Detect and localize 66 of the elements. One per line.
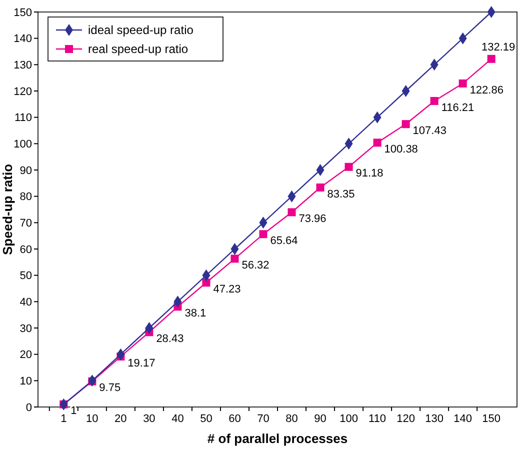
data-label: 83.35 [327, 188, 355, 200]
point [458, 79, 467, 88]
x-tick-label: 20 [114, 413, 127, 425]
data-label: 65.64 [270, 235, 298, 247]
point [344, 162, 353, 171]
point [230, 243, 239, 255]
point [230, 254, 239, 263]
data-label: 100.38 [384, 144, 418, 156]
data-label: 132.19 [482, 42, 516, 54]
x-tick-label: 30 [143, 413, 156, 425]
data-label: 28.43 [156, 332, 184, 345]
y-tick-label: 80 [20, 191, 32, 204]
y-tick-label: 90 [20, 164, 32, 177]
y-tick-label: 10 [20, 376, 32, 388]
point [316, 164, 324, 176]
data-label: 73.96 [298, 213, 326, 226]
data-label: 116.21 [441, 102, 474, 114]
data-label: 91.18 [356, 168, 384, 180]
x-tick-label: 140 [454, 413, 472, 425]
point [402, 85, 410, 97]
x-tick-label: 150 [482, 413, 501, 425]
y-tick-label: 120 [14, 86, 32, 98]
point [288, 208, 296, 216]
y-tick-label: 100 [14, 138, 32, 151]
data-label: 122.86 [470, 84, 504, 96]
x-tick-label: 110 [368, 413, 386, 425]
point [145, 322, 154, 334]
point [487, 6, 496, 18]
x-tick-label: 60 [228, 413, 241, 425]
x-tick-label: 10 [86, 413, 98, 425]
x-tick-label: 120 [396, 413, 415, 425]
x-tick-label: 80 [286, 413, 298, 425]
x-tick-label: 100 [340, 413, 358, 425]
data-label: 107.43 [412, 124, 446, 137]
legend-label: real speed-up ratio [88, 42, 188, 56]
x-tick-label: 70 [257, 413, 270, 425]
data-label: 47.23 [213, 283, 241, 296]
x-tick-label: 130 [425, 413, 444, 425]
y-tick-label: 130 [14, 60, 32, 72]
y-tick-label: 70 [20, 218, 32, 230]
point [402, 120, 410, 128]
x-tick-label: 1 [60, 413, 67, 425]
y-tick-label: 140 [14, 33, 32, 46]
y-tick-label: 0 [26, 402, 32, 414]
point [430, 96, 438, 105]
y-tick-label: 150 [14, 6, 32, 19]
data-label: 19.17 [128, 357, 156, 370]
point [259, 230, 268, 238]
point [487, 54, 496, 63]
data-label: 38.1 [184, 308, 206, 320]
y-tick-label: 40 [20, 296, 32, 309]
point [316, 184, 324, 192]
y-tick-label: 60 [20, 244, 32, 256]
y-tick-label: 110 [14, 112, 32, 124]
x-tick-label: 90 [314, 413, 326, 425]
y-tick-label: 50 [20, 270, 32, 282]
data-label: 9.75 [99, 382, 121, 394]
legend-label: ideal speed-up ratio [88, 23, 194, 38]
data-label: 56.32 [242, 260, 270, 272]
y-axis-title: Speed-up ratio [0, 164, 15, 256]
x-tick-label: 50 [200, 413, 212, 425]
x-tick-label: 40 [172, 413, 184, 425]
y-tick-label: 30 [20, 322, 32, 335]
y-tick-label: 20 [20, 349, 32, 362]
point [373, 138, 382, 147]
x-axis-title: # of parallel processes [207, 431, 348, 446]
